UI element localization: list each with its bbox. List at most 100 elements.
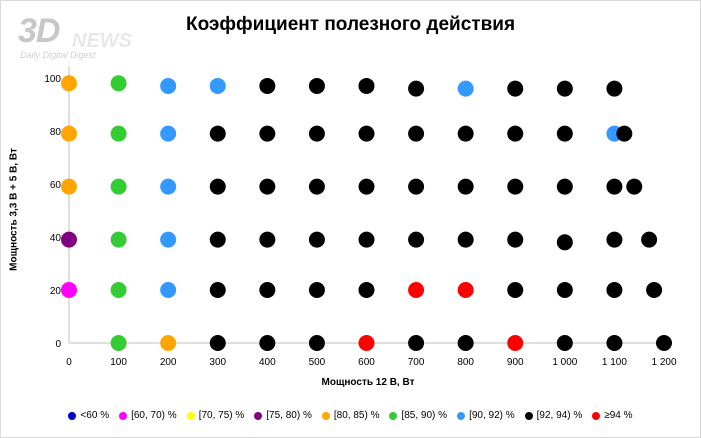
data-point — [110, 335, 127, 351]
data-point — [408, 231, 425, 248]
x-tick-label: 500 — [309, 357, 326, 368]
x-tick-label: 300 — [209, 357, 226, 368]
data-point — [507, 178, 524, 195]
legend-swatch — [186, 411, 195, 420]
legend-swatch — [254, 411, 263, 420]
x-tick-label: 200 — [160, 357, 177, 368]
data-point — [507, 335, 524, 351]
data-point — [259, 282, 276, 298]
legend-swatch — [389, 411, 398, 420]
data-point — [209, 77, 226, 94]
legend-label: [70, 75) % — [198, 410, 245, 421]
data-point — [160, 125, 177, 142]
data-point — [457, 231, 474, 248]
y-tick-label: 80 — [50, 127, 62, 138]
data-point — [556, 80, 573, 97]
data-point — [259, 77, 276, 94]
data-point — [408, 335, 425, 351]
data-point — [308, 231, 325, 248]
data-point — [457, 335, 474, 351]
data-point — [358, 178, 375, 195]
data-point — [259, 231, 276, 248]
data-point — [110, 282, 127, 298]
data-point — [457, 178, 474, 195]
data-point — [408, 178, 425, 195]
data-point — [556, 335, 573, 351]
data-point — [656, 335, 672, 351]
data-point — [507, 231, 524, 248]
legend-item: ≥94 % — [592, 410, 633, 421]
y-tick-label: 100 — [44, 74, 61, 85]
data-point — [61, 75, 77, 92]
legend-label: ≥94 % — [604, 410, 633, 421]
data-point — [408, 80, 425, 97]
legend-item: [85, 90) % — [389, 410, 447, 421]
data-point — [61, 282, 77, 298]
data-point — [358, 125, 375, 142]
data-point — [408, 282, 425, 298]
data-point — [110, 125, 127, 142]
data-point — [507, 80, 524, 97]
legend-item: [75, 80) % — [254, 410, 312, 421]
legend-swatch — [119, 411, 128, 420]
logo-tagline: Daily Digital Digest — [20, 50, 96, 60]
data-point — [160, 178, 177, 195]
legend-item: [90, 92) % — [457, 410, 515, 421]
legend-label: <60 % — [80, 410, 110, 421]
legend-label: [80, 85) % — [333, 410, 380, 421]
legend-label: [85, 90) % — [401, 410, 448, 421]
data-point — [556, 234, 573, 251]
data-point — [259, 178, 276, 195]
x-tick-label: 600 — [358, 357, 375, 368]
data-point — [308, 178, 325, 195]
data-point — [507, 282, 524, 298]
y-tick-label: 0 — [55, 339, 61, 350]
x-tick-label: 900 — [507, 357, 524, 368]
data-point — [616, 125, 633, 142]
x-tick-label: 0 — [66, 357, 72, 368]
data-point — [160, 231, 177, 248]
data-point — [110, 231, 127, 248]
data-point — [641, 231, 658, 248]
data-point — [209, 125, 226, 142]
data-point — [606, 282, 623, 298]
legend: <60 % [60, 70) % [70, 75) % [75, 80) % [80, … — [0, 410, 701, 421]
legend-swatch — [592, 411, 601, 420]
data-point — [358, 335, 375, 351]
data-point — [160, 335, 177, 351]
data-point — [209, 282, 226, 298]
x-axis-label: Мощность 12 В, Вт — [321, 377, 415, 388]
data-point — [606, 80, 623, 97]
data-point — [457, 282, 474, 298]
data-point — [110, 178, 127, 195]
data-point — [259, 125, 276, 142]
legend-item: [92, 94) % — [524, 410, 583, 421]
data-point — [457, 80, 474, 97]
legend-label: [92, 94) % — [536, 410, 583, 421]
data-point — [507, 125, 524, 142]
legend-label: [60, 70) % — [131, 410, 177, 421]
chart-title: Коэффициент полезного действия — [185, 14, 516, 35]
data-point — [209, 335, 226, 351]
y-axis-label: Мощность 3,3 В + 5 В, Вт — [8, 148, 20, 271]
legend-swatch — [68, 411, 77, 420]
legend-item: [60, 70) % — [119, 410, 177, 421]
data-point — [308, 282, 325, 298]
legend-swatch — [457, 411, 466, 420]
x-tick-label: 700 — [408, 357, 425, 368]
data-point — [358, 231, 375, 248]
x-tick-label: 800 — [457, 357, 474, 368]
x-tick-label: 100 — [110, 357, 127, 368]
data-point — [61, 231, 77, 248]
data-point — [308, 77, 325, 94]
legend-item: [70, 75) % — [186, 410, 245, 421]
data-point — [556, 282, 573, 298]
data-point — [61, 178, 77, 195]
legend-swatch — [321, 411, 330, 420]
data-point — [358, 282, 375, 298]
x-tick-label: 1 000 — [552, 357, 577, 368]
data-point — [626, 178, 643, 195]
x-tick-label: 400 — [259, 357, 276, 368]
y-tick-label: 40 — [50, 233, 62, 244]
